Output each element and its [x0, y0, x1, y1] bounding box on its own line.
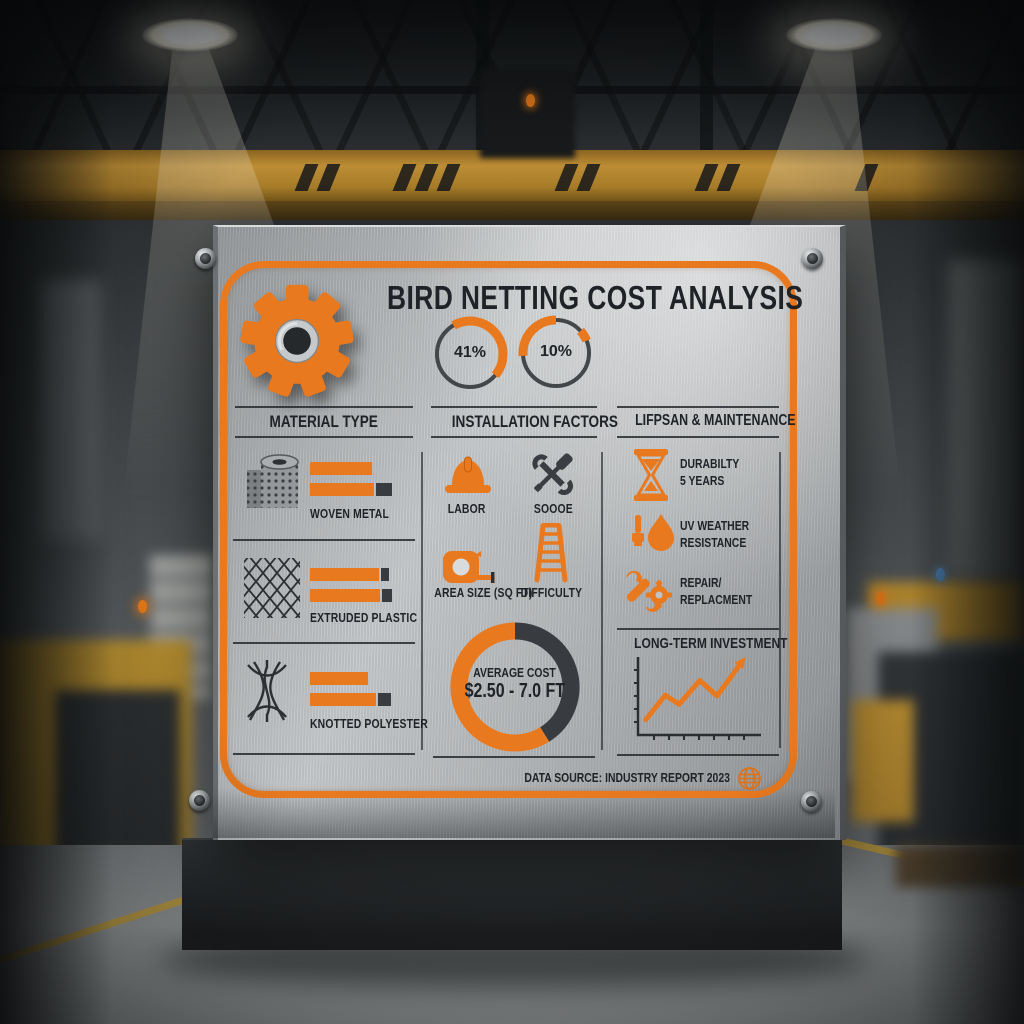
gauge-41: 41% [428, 312, 512, 396]
gauge-value: 41% [453, 344, 487, 361]
investment-trend-chart [627, 652, 767, 747]
column-divider [601, 452, 603, 750]
rule [233, 642, 415, 644]
rule [235, 436, 413, 438]
corner-screw [802, 248, 823, 269]
investment-chart-title: LONG-TERM INVESTMENT [634, 635, 788, 652]
rule [233, 753, 415, 755]
materials-header: MATERIAL TYPE [269, 412, 379, 431]
rule [431, 406, 597, 408]
lifespan-header: LIFPSAN & MAINTENANCE [635, 412, 796, 429]
ceiling-lamp-left [142, 18, 238, 52]
warning-light-left [138, 600, 147, 613]
donut-value: $2.50 - 7.0 FT [464, 680, 566, 702]
rule [433, 756, 595, 758]
wood-pallet-right [896, 845, 1024, 887]
roof-post [700, 0, 713, 152]
column-divider [779, 452, 781, 748]
wrench-gear-icon [624, 564, 674, 619]
corner-screw [189, 790, 210, 811]
installation-header: INSTALLATION FACTORS [451, 412, 619, 431]
yellow-part-right [852, 700, 914, 822]
hoist-silhouette [480, 70, 575, 158]
data-source: DATA SOURCE: INDUSTRY REPORT 2023 [524, 770, 730, 785]
window-light-right [950, 260, 1024, 580]
gauge-10: 10% [514, 311, 598, 395]
lifespan-item-text: UV WEATHER RESISTANCE [680, 518, 750, 550]
material-label: EXTRUDED PLASTIC [310, 610, 418, 625]
knotted-net-icon [240, 658, 294, 729]
woven-metal-bars [310, 462, 410, 504]
knotted-polyester-bars [310, 672, 410, 714]
rule [617, 628, 779, 630]
column-divider [421, 452, 423, 750]
window-light-left [40, 280, 100, 540]
factor-label: SOOOE [533, 501, 573, 516]
ladder-icon [531, 522, 571, 589]
dark-machine-left [55, 690, 180, 855]
extruded-plastic-bars [310, 568, 410, 610]
corner-screw [195, 248, 216, 269]
diamond-mesh-icon [242, 556, 302, 625]
crossed-tools-icon [526, 450, 578, 505]
wire-mesh-roll-icon [245, 450, 301, 521]
factor-label: DIFFICULTY [520, 585, 582, 600]
lifespan-item-text: DURABILTY 5 YEARS [680, 456, 740, 488]
lifespan-item-text: REPAIR/ REPLACMENT [680, 575, 753, 607]
blue-light-right [936, 568, 945, 581]
average-cost-donut: AVERAGE COST $2.50 - 7.0 FT [440, 612, 590, 762]
rule [617, 754, 779, 756]
rule [235, 406, 413, 408]
hourglass-icon [631, 448, 671, 507]
machine-light [526, 94, 535, 107]
factor-label: AREA SIZE (SQ FT) [434, 585, 533, 600]
crane-beam-flange [0, 201, 1024, 220]
rule [617, 436, 779, 438]
rule [617, 406, 779, 408]
rule [431, 436, 597, 438]
corner-screw [801, 791, 822, 812]
material-label: KNOTTED POLYESTER [310, 716, 428, 731]
rule [233, 539, 415, 541]
factor-label: LABOR [448, 501, 486, 516]
warning-light-right [876, 592, 885, 605]
ceiling-lamp-right [786, 18, 882, 52]
globe-icon [737, 766, 762, 796]
panel-stand [182, 838, 842, 950]
gauge-value: 10% [539, 343, 573, 360]
material-label: WOVEN METAL [310, 506, 389, 521]
droplet-brush-icon [628, 512, 676, 563]
hard-hat-icon [443, 454, 493, 503]
